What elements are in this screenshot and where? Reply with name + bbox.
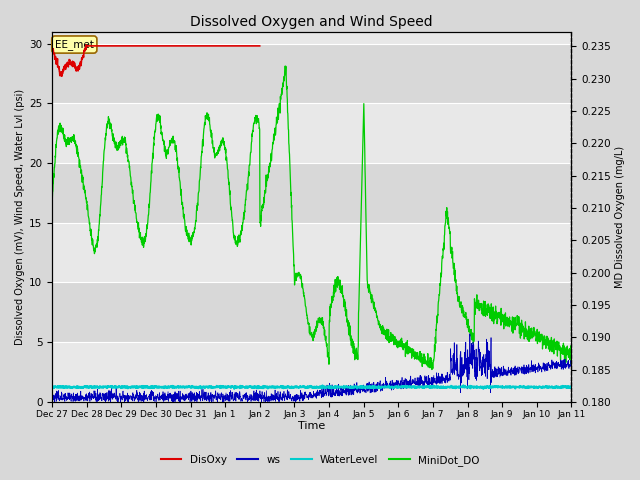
Title: Dissolved Oxygen and Wind Speed: Dissolved Oxygen and Wind Speed [191,15,433,29]
Bar [52,44,572,103]
Bar [52,283,572,342]
Bar [52,223,572,283]
Y-axis label: Dissolved Oxygen (mV), Wind Speed, Water Lvl (psi): Dissolved Oxygen (mV), Wind Speed, Water… [15,89,25,345]
X-axis label: Time: Time [298,421,325,432]
Y-axis label: MD Dissolved Oxygen (mg/L): MD Dissolved Oxygen (mg/L) [615,146,625,288]
Bar [52,163,572,223]
Bar [52,342,572,402]
Legend: DisOxy, ws, WaterLevel, MiniDot_DO: DisOxy, ws, WaterLevel, MiniDot_DO [156,451,484,470]
Text: EE_met: EE_met [55,39,94,50]
Bar [52,103,572,163]
